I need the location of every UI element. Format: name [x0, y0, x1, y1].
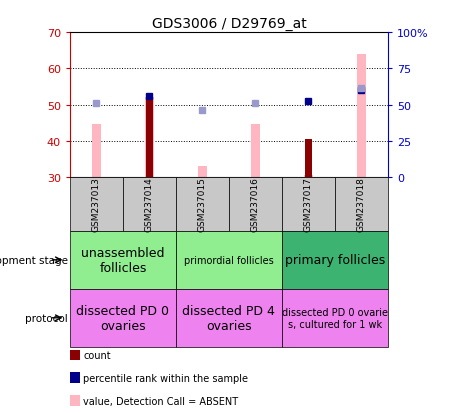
Bar: [198, 167, 207, 178]
Text: GSM237016: GSM237016: [251, 177, 260, 232]
Text: dissected PD 4
ovaries: dissected PD 4 ovaries: [183, 304, 275, 332]
Text: GSM237015: GSM237015: [198, 177, 207, 232]
Title: GDS3006 / D29769_at: GDS3006 / D29769_at: [152, 17, 306, 31]
Bar: [304, 176, 313, 178]
Bar: [146, 98, 152, 178]
Text: percentile rank within the sample: percentile rank within the sample: [83, 373, 249, 383]
Bar: [92, 125, 101, 178]
Text: unassembled
follicles: unassembled follicles: [81, 246, 165, 274]
Text: GSM237017: GSM237017: [304, 177, 313, 232]
Text: GSM237018: GSM237018: [357, 177, 366, 232]
Text: primordial follicles: primordial follicles: [184, 255, 274, 265]
Text: value, Detection Call = ABSENT: value, Detection Call = ABSENT: [83, 396, 239, 406]
Text: dissected PD 0 ovarie
s, cultured for 1 wk: dissected PD 0 ovarie s, cultured for 1 …: [282, 307, 388, 329]
Bar: [357, 55, 366, 178]
Text: dissected PD 0
ovaries: dissected PD 0 ovaries: [76, 304, 170, 332]
Bar: [251, 125, 260, 178]
Text: protocol: protocol: [25, 313, 68, 323]
Bar: [145, 98, 154, 178]
Text: GSM237014: GSM237014: [145, 177, 154, 232]
Text: primary follicles: primary follicles: [285, 254, 385, 267]
Bar: [305, 140, 312, 178]
Text: count: count: [83, 350, 111, 360]
Text: GSM237013: GSM237013: [92, 177, 101, 232]
Text: development stage: development stage: [0, 255, 68, 265]
